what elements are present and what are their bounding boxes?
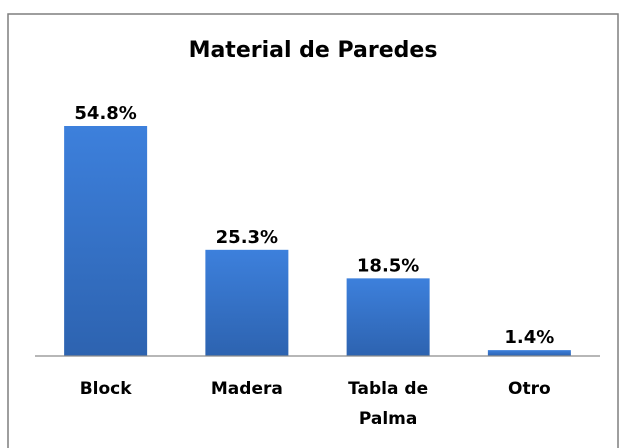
bar [346,278,430,356]
data-label: 18.5% [357,255,419,276]
x-tick-label-box: Otro [508,379,551,399]
data-label: 54.8% [74,103,136,124]
x-tick-label: Block [79,379,132,399]
x-tick-label: Otro [508,379,551,399]
bar [205,249,289,356]
x-tick-label: Tabla de Palma [348,379,429,429]
bar [64,126,148,356]
x-tick-label-box: Tabla de Palma [348,379,429,429]
x-tick-label-box: Block [79,379,132,399]
x-tick-label: Madera [210,379,283,399]
x-tick-label-box: Madera [210,379,283,399]
bar [487,350,571,356]
chart-title: Material de Paredes [189,38,438,63]
data-label: 25.3% [216,227,278,248]
data-label: 1.4% [504,327,554,348]
